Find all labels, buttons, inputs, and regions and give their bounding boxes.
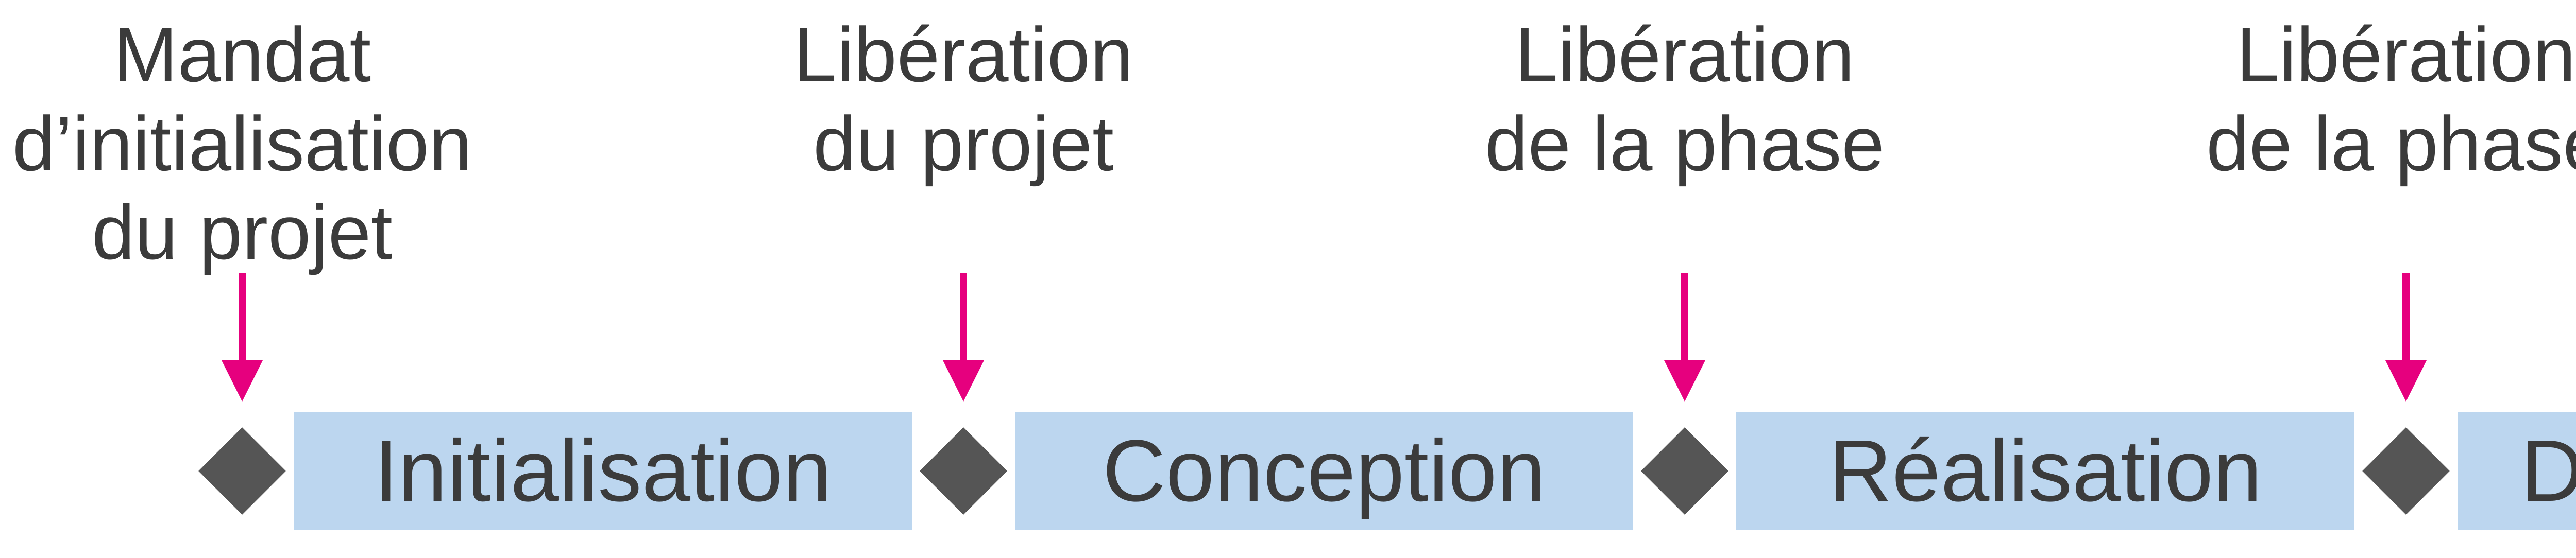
project-phases-diagram: Mandat d’initialisation du projet Libéra…: [0, 0, 2576, 558]
phase-box-conception: Conception: [1015, 412, 1633, 530]
phase-box-realisation: Réalisation: [1736, 412, 2354, 530]
phase-label: Initialisation: [374, 421, 832, 521]
arrow-head: [1664, 360, 1705, 402]
arrow-head: [943, 360, 984, 402]
arrow-head: [222, 360, 263, 402]
arrow-line: [239, 273, 246, 360]
diamond-3: [2362, 427, 2450, 515]
phase-label: Conception: [1103, 421, 1546, 521]
phase-label: Réalisation: [1828, 421, 2262, 521]
diamond-0: [198, 427, 286, 515]
milestone-label-3: Libération de la phase: [2174, 10, 2576, 188]
arrow-line: [2402, 273, 2410, 360]
arrow-line: [1681, 273, 1688, 360]
milestone-label-0: Mandat d’initialisation du projet: [10, 10, 474, 277]
milestone-label-2: Libération de la phase: [1453, 10, 1917, 188]
diamond-2: [1641, 427, 1728, 515]
milestone-label-1: Libération du projet: [732, 10, 1195, 188]
phase-box-deploiement: Déploiement: [2458, 412, 2576, 530]
arrow-line: [960, 273, 967, 360]
phase-label: Déploiement: [2521, 421, 2576, 521]
diamond-1: [920, 427, 1007, 515]
arrow-head: [2385, 360, 2427, 402]
phase-box-initialisation: Initialisation: [294, 412, 912, 530]
